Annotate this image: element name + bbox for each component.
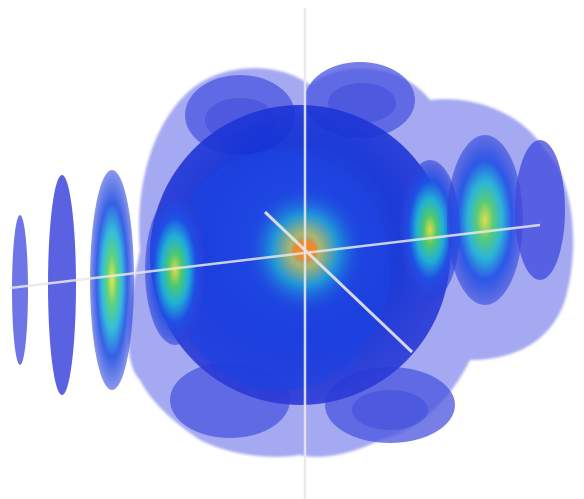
horizontal-axis-line: [9, 223, 541, 290]
left-lobes: [12, 170, 205, 395]
right-lobes: [400, 135, 565, 305]
diagonal-axis-line: [263, 210, 414, 354]
axes: [9, 8, 541, 499]
central-body: [150, 105, 450, 405]
